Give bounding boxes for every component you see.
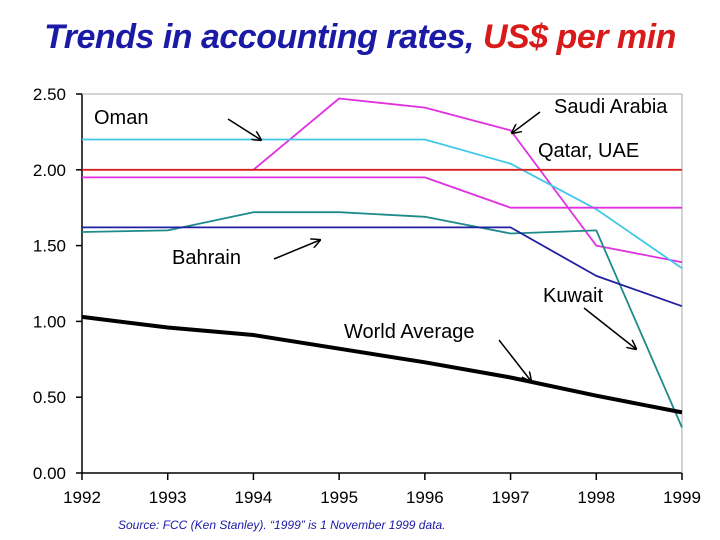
annotation-saudi-arabia: Saudi Arabia [554, 96, 668, 118]
x-tick-label: 1999 [663, 488, 701, 507]
y-tick-label: 1.50 [33, 237, 66, 256]
x-tick-label: 1995 [320, 488, 358, 507]
x-tick-label: 1992 [63, 488, 101, 507]
y-tick-label: 0.00 [33, 464, 66, 483]
annotation-oman: Oman [94, 107, 148, 129]
y-tick-label: 1.00 [33, 312, 66, 331]
source-note: Source: FCC (Ken Stanley). “1999” is 1 N… [118, 518, 446, 532]
annotation-arrow-world-average [498, 339, 531, 381]
annotation-arrow-saudi-arabia [512, 111, 541, 133]
x-tick-label: 1996 [406, 488, 444, 507]
y-tick-label: 2.50 [33, 85, 66, 104]
annotation-arrow-kuwait [583, 307, 636, 349]
annotation-arrow-bahrain [273, 240, 320, 260]
annotation-qatar-uae: Qatar, UAE [538, 140, 639, 162]
y-tick-label: 0.50 [33, 388, 66, 407]
annotation-arrow-oman [227, 118, 261, 140]
x-tick-label: 1994 [235, 488, 273, 507]
chart-title-unit: US$ per min [482, 18, 676, 56]
annotation-bahrain: Bahrain [172, 247, 241, 269]
annotation-kuwait: Kuwait [543, 285, 603, 307]
chart-title: Trends in accounting rates, US$ per min [0, 18, 720, 57]
x-tick-label: 1993 [149, 488, 187, 507]
x-tick-label: 1997 [492, 488, 530, 507]
series-saudi-arabia-line [82, 138, 683, 270]
chart-title-main: Trends in accounting rates, [44, 18, 475, 56]
series-world-average-line [81, 314, 683, 415]
series-kuwait-line [82, 226, 683, 308]
annotation-world-average: World Average [344, 321, 474, 343]
series-oman-line [252, 97, 683, 264]
x-tick-label: 1998 [577, 488, 615, 507]
y-tick-label: 2.00 [33, 161, 66, 180]
series-qatar-uae-line [82, 176, 682, 209]
